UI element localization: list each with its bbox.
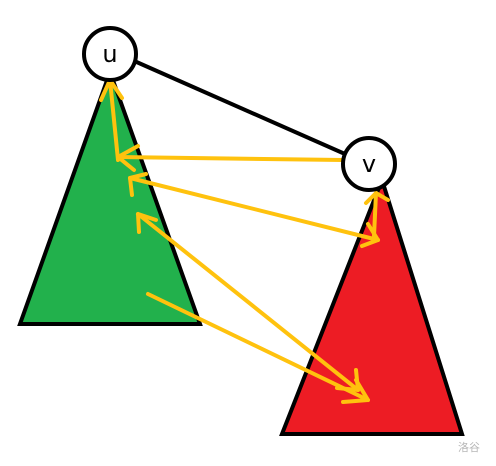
node-u: u — [82, 26, 138, 82]
arrows-group — [99, 78, 390, 404]
node-u-label: u — [102, 40, 117, 68]
arrow-v-to-green — [116, 144, 345, 172]
arrow-green-low-to-red — [146, 292, 370, 404]
arrow-up-to-v — [364, 191, 390, 238]
watermark-text: 洛谷 — [458, 440, 480, 454]
node-v: v — [341, 136, 397, 192]
node-u-circle — [82, 26, 138, 82]
subtree-v-triangle — [279, 174, 465, 436]
subtree-u-triangle — [17, 66, 203, 326]
edge-u-v — [131, 58, 346, 156]
node-v-circle — [341, 136, 397, 192]
arrow-green-v-double — [128, 172, 380, 248]
node-v-label: v — [362, 150, 376, 178]
